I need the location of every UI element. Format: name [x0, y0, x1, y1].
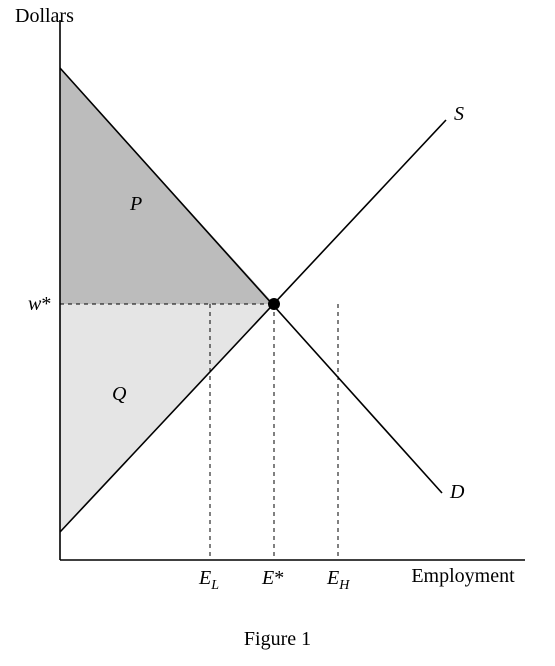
- region-p-label: P: [129, 193, 142, 215]
- eh-tick-label: EH: [326, 567, 350, 593]
- el-tick-label: EL: [198, 567, 219, 593]
- equilibrium-point: [268, 298, 280, 310]
- supply-demand-chart: Dollars Employment S D P Q w* EL E* EH: [0, 0, 555, 610]
- y-axis-label: Dollars: [15, 5, 74, 27]
- figure-container: Dollars Employment S D P Q w* EL E* EH F…: [0, 0, 555, 666]
- demand-label: D: [449, 481, 465, 503]
- supply-label: S: [454, 103, 464, 125]
- figure-caption: Figure 1: [0, 628, 555, 651]
- x-axis-label: Employment: [411, 565, 515, 587]
- region-q-label: Q: [112, 383, 127, 405]
- estar-tick-label: E*: [261, 567, 284, 589]
- wage-star-label: w*: [28, 293, 51, 315]
